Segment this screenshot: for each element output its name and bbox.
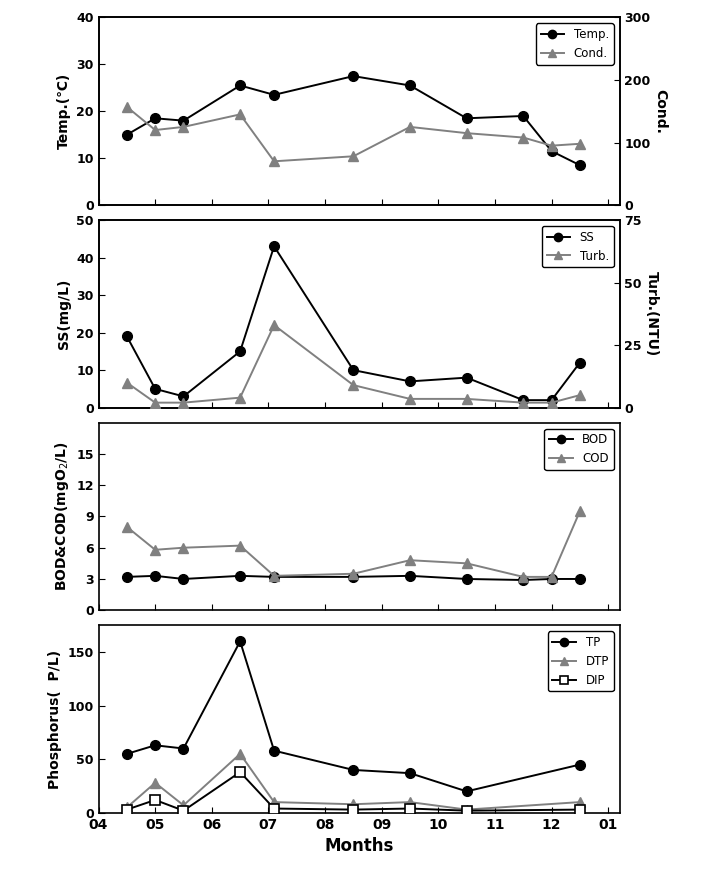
Legend: SS, Turb.: SS, Turb. bbox=[542, 226, 614, 267]
Y-axis label: Phosphorus(  P/L): Phosphorus( P/L) bbox=[48, 649, 62, 788]
Legend: BOD, COD: BOD, COD bbox=[544, 428, 614, 470]
Y-axis label: BOD&COD(mgO$_2$/L): BOD&COD(mgO$_2$/L) bbox=[53, 441, 70, 592]
Y-axis label: Turb.(NTU): Turb.(NTU) bbox=[645, 271, 658, 357]
Y-axis label: Temp.(℃): Temp.(℃) bbox=[56, 73, 70, 149]
Legend: Temp., Cond.: Temp., Cond. bbox=[536, 24, 614, 65]
Legend: TP, DTP, DIP: TP, DTP, DIP bbox=[548, 631, 614, 691]
Y-axis label: SS(mg/L): SS(mg/L) bbox=[56, 279, 70, 349]
Y-axis label: Cond.: Cond. bbox=[653, 89, 667, 134]
X-axis label: Months: Months bbox=[325, 837, 394, 856]
